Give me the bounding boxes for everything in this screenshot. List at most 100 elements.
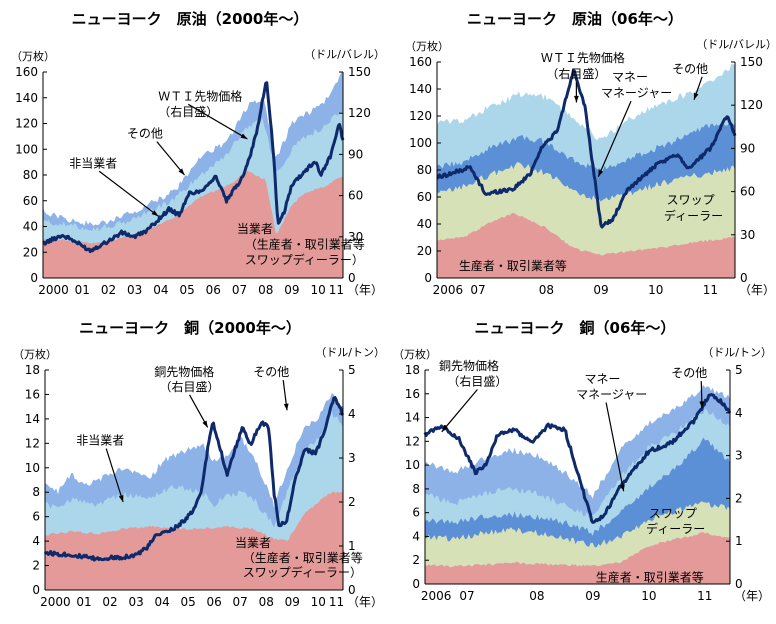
x-tick-label: 09 xyxy=(585,589,600,603)
x-tick-label: 08 xyxy=(529,589,544,603)
annotation-label: （右目盛） xyxy=(447,373,507,388)
x-unit-label: （年） xyxy=(739,283,775,297)
y-tick-label: 2 xyxy=(412,553,420,567)
x-tick-label: 04 xyxy=(153,283,168,297)
x-tick-label: 05 xyxy=(181,595,196,609)
y2-tick-label: 30 xyxy=(740,228,755,242)
x-tick-label: 09 xyxy=(593,283,608,297)
y2-tick-label: 0 xyxy=(348,583,356,597)
y2-tick-label: 5 xyxy=(348,363,356,377)
y2-tick-label: 60 xyxy=(740,185,755,199)
y-tick-label: 160 xyxy=(15,65,38,79)
x-tick-label: 09 xyxy=(285,595,300,609)
annotation-label: ディーラー xyxy=(646,521,705,536)
annotation-label: その他 xyxy=(672,62,708,76)
annotation-label: （右目盛） xyxy=(160,379,220,394)
y-tick-label: 140 xyxy=(15,91,38,105)
annotation-label: 非当業者 xyxy=(69,156,117,170)
annotation-label: 非当業者 xyxy=(76,434,124,448)
y-tick-label: 140 xyxy=(409,82,432,96)
y-tick-label: 40 xyxy=(23,220,38,234)
y-tick-label: 80 xyxy=(23,168,38,182)
x-tick-label: 06 xyxy=(207,595,222,609)
annotation-arrowhead xyxy=(283,403,289,411)
x-tick-label: 07 xyxy=(459,589,474,603)
annotation-arrowhead xyxy=(151,210,159,217)
x-tick-label: 11 xyxy=(329,595,344,609)
annotation-label: 銅先物価格 xyxy=(439,358,499,373)
y-tick-label: 20 xyxy=(23,245,38,259)
price-line xyxy=(43,396,345,562)
x-tick-label: 08 xyxy=(259,595,274,609)
y2-tick-label: 120 xyxy=(348,106,371,120)
y-tick-label: 20 xyxy=(417,244,432,258)
annotation-leader xyxy=(605,402,625,492)
x-tick-label: 11 xyxy=(329,283,344,297)
right-unit-label: （ドル/バレル） xyxy=(304,48,385,61)
y2-tick-label: 4 xyxy=(735,406,743,420)
x-tick-label: 04 xyxy=(154,595,169,609)
annotation-label: ＷＴＩ先物価格 xyxy=(158,88,242,103)
annotation-label: 銅先物価格 xyxy=(154,364,214,379)
y-tick-label: 14 xyxy=(25,412,40,426)
annotation-leader xyxy=(441,389,478,433)
price-line xyxy=(423,393,732,524)
x-tick-label: 07 xyxy=(470,283,485,297)
y-tick-label: 12 xyxy=(25,436,40,450)
annotation-label: マネージャー xyxy=(601,86,672,100)
y2-tick-label: 150 xyxy=(348,65,371,79)
annotation-label: マネー xyxy=(584,372,620,386)
y2-tick-label: 90 xyxy=(740,141,755,155)
y2-tick-label: 0 xyxy=(735,577,743,591)
x-tick-label: 03 xyxy=(128,595,143,609)
x-tick-label: 11 xyxy=(697,589,712,603)
x-tick-label: 09 xyxy=(284,283,299,297)
left-unit-label: （万枚） xyxy=(13,347,57,361)
annotation-label: （生産者・取引業者等 xyxy=(245,236,365,251)
y-tick-label: 12 xyxy=(405,434,420,448)
annotation-label: （右目盛） xyxy=(546,66,606,81)
x-unit-label: （年） xyxy=(347,595,383,609)
x-tick-label: 2006 xyxy=(421,589,452,603)
x-tick-label: 07 xyxy=(232,283,247,297)
y2-tick-label: 3 xyxy=(735,449,743,463)
annotation-arrowhead xyxy=(598,169,604,177)
y2-tick-label: 1 xyxy=(735,534,743,548)
annotation-label: スワップ xyxy=(667,193,715,207)
annotation-label: ＷＴＩ先物価格 xyxy=(541,50,625,65)
price-line xyxy=(42,81,345,254)
annotation-label: その他 xyxy=(253,365,289,379)
y-tick-label: 120 xyxy=(15,117,38,131)
x-unit-label: （年） xyxy=(347,283,383,297)
annotation-arrowhead xyxy=(178,168,185,175)
y-tick-label: 100 xyxy=(15,142,38,156)
annotation-label: ディーラー xyxy=(664,208,723,223)
x-tick-label: 01 xyxy=(76,595,91,609)
annotation-label: その他 xyxy=(671,366,707,380)
y-tick-label: 0 xyxy=(412,577,420,591)
x-tick-label: 10 xyxy=(311,595,326,609)
y-tick-label: 10 xyxy=(25,461,40,475)
left-unit-label: （万枚） xyxy=(11,49,55,63)
y-tick-label: 6 xyxy=(412,506,420,520)
x-tick-label: 07 xyxy=(233,595,248,609)
annotation-label: 生産者・取引業者等 xyxy=(459,258,567,273)
left-unit-label: （万枚） xyxy=(405,39,449,53)
chart-title: ニューヨーク 原油（2000年〜） xyxy=(72,10,309,28)
y2-tick-label: 0 xyxy=(740,271,748,285)
y-tick-label: 6 xyxy=(32,510,40,524)
x-tick-label: 08 xyxy=(539,283,554,297)
y-tick-label: 18 xyxy=(405,363,420,377)
y-tick-label: 18 xyxy=(25,363,40,377)
y-tick-label: 8 xyxy=(32,485,40,499)
y-tick-label: 0 xyxy=(424,271,432,285)
right-unit-label: （ドル/トン） xyxy=(315,346,385,359)
x-tick-label: 10 xyxy=(310,283,325,297)
annotation-label: 当業者 xyxy=(237,222,273,236)
x-tick-label: 01 xyxy=(75,283,90,297)
annotation-label: （右目盛） xyxy=(158,104,218,119)
chart-panel-ny-oil-2006: 0 20 40 60 80 100 120 140 160 0 30 60 90 120 150 2006 07… xyxy=(405,10,776,297)
